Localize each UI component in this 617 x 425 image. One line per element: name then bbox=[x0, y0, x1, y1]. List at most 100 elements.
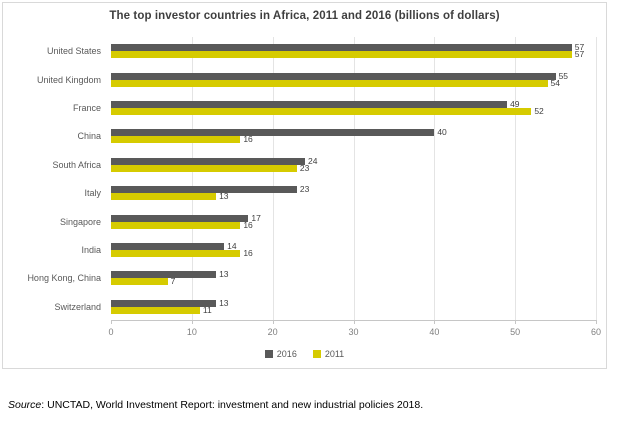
bar-group: 55 54 bbox=[111, 70, 596, 88]
source-note: Source: UNCTAD, World Investment Report:… bbox=[8, 399, 609, 411]
bar-2016 bbox=[111, 299, 217, 307]
legend-swatch-2011 bbox=[312, 350, 321, 358]
x-tick-label: 60 bbox=[590, 327, 602, 337]
category-label: United States bbox=[46, 46, 101, 57]
chart-row: Italy 23 13 bbox=[3, 179, 596, 207]
bar-line: 54 bbox=[111, 77, 596, 88]
legend-entry-2011: 2011 bbox=[312, 349, 344, 359]
bar-group: 23 13 bbox=[111, 184, 596, 202]
bar-2016 bbox=[111, 101, 508, 109]
bar-2016 bbox=[111, 271, 217, 279]
value-label: 40 bbox=[437, 127, 447, 138]
x-tick-label: 20 bbox=[267, 327, 278, 337]
bar-2011 bbox=[111, 250, 241, 258]
bar-group: 49 52 bbox=[111, 99, 596, 117]
x-tick-label: 40 bbox=[429, 327, 440, 337]
category-label: South Africa bbox=[52, 159, 101, 170]
bar-line: 14 bbox=[111, 241, 596, 252]
value-label: 13 bbox=[219, 191, 229, 202]
category-label: Switzerland bbox=[54, 301, 101, 312]
bar-line: 52 bbox=[111, 106, 596, 117]
bar-2016 bbox=[111, 72, 556, 80]
category-label: Hong Kong, China bbox=[27, 273, 101, 284]
bar-2016 bbox=[111, 44, 572, 52]
chart-figure: The top investor countries in Africa, 20… bbox=[2, 2, 607, 369]
bar-line: 17 bbox=[111, 212, 596, 223]
bar-group: 24 23 bbox=[111, 155, 596, 173]
bar-line: 16 bbox=[111, 249, 596, 258]
value-label: 54 bbox=[550, 77, 560, 88]
bar-line: 57 bbox=[111, 43, 596, 52]
chart-row: Hong Kong, China 13 7 bbox=[3, 264, 596, 292]
value-label: 23 bbox=[299, 162, 310, 173]
bar-line: 11 bbox=[111, 304, 596, 315]
axis-tickmark bbox=[515, 320, 517, 324]
value-label: 24 bbox=[308, 155, 318, 166]
category-label: Singapore bbox=[59, 216, 101, 227]
category-label: Italy bbox=[84, 188, 101, 199]
axis-tickmark bbox=[596, 320, 597, 324]
gridline bbox=[596, 37, 597, 320]
bar-2016 bbox=[111, 186, 297, 194]
value-label: 11 bbox=[202, 304, 212, 315]
axis-tickmark bbox=[191, 320, 193, 324]
x-tick-label: 50 bbox=[510, 327, 521, 337]
value-label: 23 bbox=[299, 184, 310, 195]
category-label: France bbox=[72, 103, 101, 114]
chart-row: South Africa 24 23 bbox=[3, 151, 596, 179]
value-label: 55 bbox=[558, 70, 569, 81]
bar-2011 bbox=[111, 193, 217, 201]
value-label: 16 bbox=[243, 134, 253, 145]
rows: United States 57 57 United Kingdom 55 54 Franc… bbox=[3, 37, 596, 321]
value-label: 49 bbox=[510, 99, 520, 110]
bar-line: 13 bbox=[111, 270, 596, 279]
bar-line: 23 bbox=[111, 162, 596, 173]
value-label: 16 bbox=[243, 219, 253, 230]
gridline bbox=[434, 37, 436, 320]
value-label: 57 bbox=[574, 49, 585, 60]
grid-layer bbox=[111, 37, 597, 324]
chart-row: France 49 52 bbox=[3, 94, 596, 122]
axis-tickmark bbox=[434, 320, 436, 324]
bar-group: 13 7 bbox=[111, 270, 596, 286]
bar-group: 17 16 bbox=[111, 212, 596, 230]
chart-row: Switzerland 13 11 bbox=[3, 293, 596, 321]
bar-2011 bbox=[111, 79, 548, 87]
value-label: 52 bbox=[534, 106, 544, 117]
x-axis-ticks: 0 10 20 30 40 50 60 bbox=[108, 327, 601, 339]
bar-2011 bbox=[111, 306, 200, 314]
gridline bbox=[272, 37, 274, 320]
axis-tickmark bbox=[353, 320, 355, 324]
bar-group: 40 16 bbox=[111, 127, 596, 145]
bar-line: 57 bbox=[111, 49, 596, 60]
value-label: 17 bbox=[251, 212, 261, 223]
chart-row: United States 57 57 bbox=[3, 37, 596, 65]
bar-line: 16 bbox=[111, 134, 596, 145]
value-label: 13 bbox=[219, 297, 229, 308]
bar-line: 13 bbox=[111, 191, 596, 202]
bar-2011 bbox=[111, 278, 168, 286]
category-label: China bbox=[77, 131, 101, 142]
x-tick-label: 30 bbox=[348, 327, 359, 337]
chart-title: The top investor countries in Africa, 20… bbox=[109, 10, 500, 22]
bar-group: 57 57 bbox=[111, 43, 596, 60]
bar-line: 16 bbox=[111, 219, 596, 230]
chart-row: Singapore 17 16 bbox=[3, 207, 596, 235]
bar-2016 bbox=[111, 214, 249, 222]
bar-2016 bbox=[111, 129, 435, 137]
bar-2011 bbox=[111, 221, 241, 229]
category-label: United Kingdom bbox=[36, 74, 101, 85]
legend-swatch-2016 bbox=[264, 350, 273, 358]
bar-2011 bbox=[111, 51, 572, 59]
bar-line: 49 bbox=[111, 99, 596, 110]
bar-2011 bbox=[111, 108, 532, 116]
bar-2011 bbox=[111, 164, 297, 172]
chart-row: United Kingdom 55 54 bbox=[3, 65, 596, 93]
legend-label: 2016 bbox=[276, 349, 297, 359]
value-label: 14 bbox=[227, 241, 237, 252]
bar-group: 14 16 bbox=[111, 241, 596, 258]
x-tick-label: 10 bbox=[186, 327, 197, 337]
bar-line: 23 bbox=[111, 184, 596, 195]
source-text: : UNCTAD, World Investment Report: inves… bbox=[41, 399, 424, 411]
bar-2016 bbox=[111, 157, 305, 165]
